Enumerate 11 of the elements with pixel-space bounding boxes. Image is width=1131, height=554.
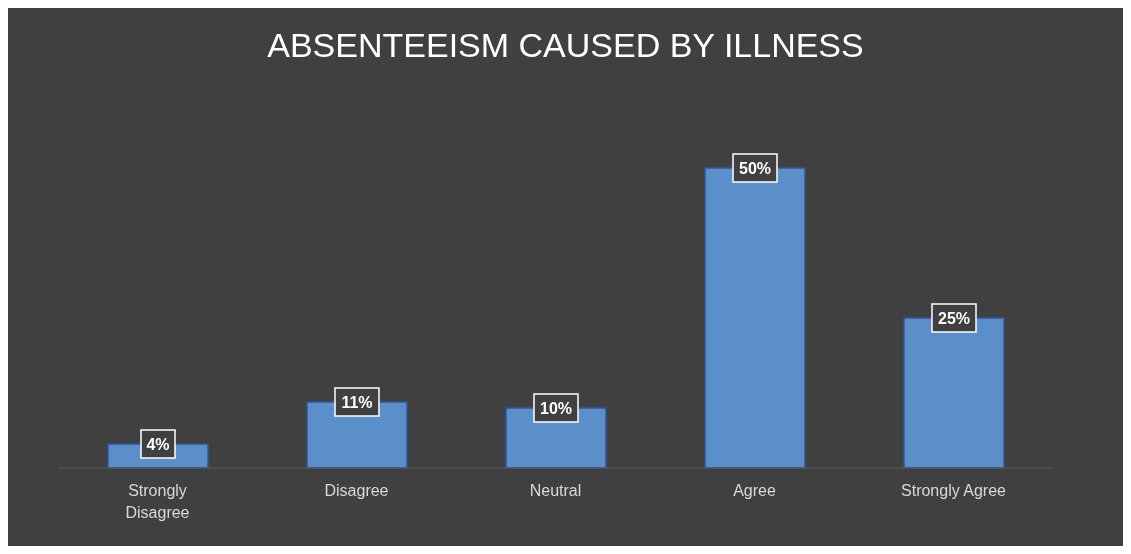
- data-label: 10%: [539, 399, 573, 417]
- x-tick-label: Strongly Disagree: [125, 482, 190, 521]
- data-label: 25%: [937, 309, 971, 327]
- chart-title: ABSENTEEISM CAUSED BY ILLNESS: [266, 26, 865, 65]
- x-tick-label: Strongly Agree: [901, 482, 1007, 499]
- x-tick-label: Agree: [733, 482, 776, 499]
- x-tick-label: Disagree: [324, 482, 389, 499]
- data-label: 4%: [146, 435, 170, 453]
- data-label: 11%: [341, 393, 373, 411]
- x-tick-label: Neutral: [529, 482, 582, 499]
- data-label: 50%: [738, 159, 772, 177]
